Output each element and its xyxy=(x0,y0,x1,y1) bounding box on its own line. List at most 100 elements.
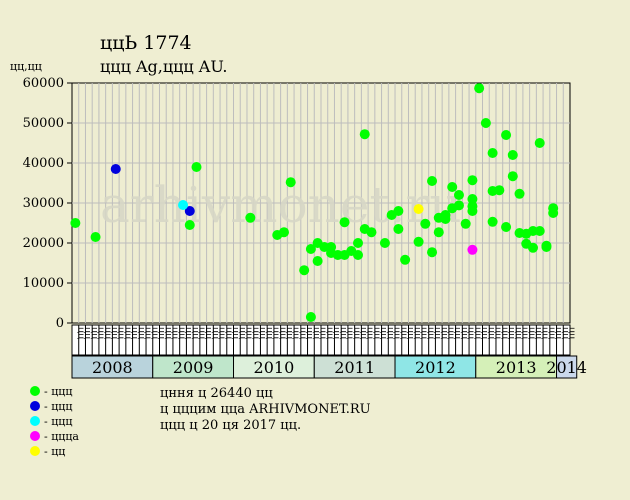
month-label: цц xyxy=(499,327,509,339)
month-label: цц xyxy=(109,327,119,339)
data-point xyxy=(487,148,498,158)
month-label: цц xyxy=(540,327,550,339)
data-point xyxy=(305,312,316,322)
data-point xyxy=(413,204,424,214)
data-point xyxy=(413,236,424,247)
month-label: цц xyxy=(102,327,112,339)
y-tick-label: 30000 xyxy=(23,196,64,211)
legend-item: - ццц xyxy=(28,414,79,429)
data-point xyxy=(339,217,350,228)
data-point xyxy=(420,218,431,229)
data-point xyxy=(474,83,485,94)
month-label: цц xyxy=(156,327,166,339)
month-label: цц xyxy=(129,327,139,339)
y-tick-label: 50000 xyxy=(23,116,64,131)
data-point xyxy=(285,177,296,188)
month-label: цц xyxy=(351,327,361,339)
month-label: цц xyxy=(392,327,402,339)
month-label: цц xyxy=(217,327,227,339)
data-point xyxy=(393,224,404,234)
month-label: цц xyxy=(264,327,274,339)
year-label: 2014 xyxy=(546,358,587,377)
month-label: цц xyxy=(143,327,153,339)
legend-item: - ццца xyxy=(28,429,79,444)
data-point xyxy=(548,208,559,218)
month-label: цц xyxy=(459,327,469,339)
data-point xyxy=(527,242,538,253)
data-point xyxy=(487,216,498,227)
month-label: цц xyxy=(472,327,482,339)
y-tick-label: 20000 xyxy=(23,236,64,251)
y-axis-label: цц,цц xyxy=(10,60,42,73)
month-label: цц xyxy=(432,327,442,339)
month-label: цц xyxy=(116,327,126,339)
month-label: цц xyxy=(244,327,254,339)
month-label: цц xyxy=(304,327,314,339)
notes: цння ц 26440 цц ц цццим цца ARHIVMONET.R… xyxy=(160,386,371,434)
month-label: цц xyxy=(75,327,85,339)
data-point xyxy=(90,232,101,242)
note-date: ццц ц 20 ця 2017 цц. xyxy=(160,418,302,433)
data-point xyxy=(379,238,390,248)
data-point xyxy=(178,200,189,210)
month-label: цц xyxy=(89,327,99,339)
legend-marker-icon xyxy=(30,446,40,456)
month-label: цц xyxy=(318,327,328,339)
chart-title: ццЬ 1774 xyxy=(100,32,192,54)
month-label: цц xyxy=(486,327,496,339)
month-label: цц xyxy=(163,327,173,339)
month-label: цц xyxy=(210,327,220,339)
month-label: цц xyxy=(365,327,375,339)
month-label: цц xyxy=(425,327,435,339)
month-label: цц xyxy=(324,327,334,339)
data-point xyxy=(494,185,505,196)
data-point xyxy=(467,244,478,255)
month-label: цц xyxy=(553,327,563,339)
data-point xyxy=(70,218,81,228)
data-point xyxy=(312,256,323,266)
data-point xyxy=(453,200,464,211)
note-source: ц цццим цца ARHIVMONET.RU xyxy=(160,402,371,417)
legend-marker-icon xyxy=(30,401,40,411)
data-point xyxy=(507,150,518,160)
month-label: цц xyxy=(338,327,348,339)
note-median-price: цння ц 26440 цц xyxy=(160,386,273,401)
legend-item: - ццц xyxy=(28,384,79,399)
data-point xyxy=(184,206,195,216)
y-tick-label: 10000 xyxy=(23,276,64,291)
legend-marker-icon xyxy=(30,416,40,426)
legend-item: - ццц xyxy=(28,399,79,414)
data-point xyxy=(507,171,518,182)
y-tick-label: 60000 xyxy=(23,76,64,91)
month-label: цц xyxy=(567,327,577,339)
month-label: цц xyxy=(439,327,449,339)
watermark: arhivmonet.ru xyxy=(100,176,462,234)
month-label: цц xyxy=(122,327,132,339)
month-label: цц xyxy=(452,327,462,339)
data-point xyxy=(393,206,404,216)
month-label: цц xyxy=(190,327,200,339)
month-label: цц xyxy=(284,327,294,339)
year-label: 2010 xyxy=(254,358,295,377)
month-label: цц xyxy=(398,327,408,339)
month-label: цц xyxy=(176,327,186,339)
data-point xyxy=(433,227,444,238)
month-label: цц xyxy=(230,327,240,339)
year-label: 2009 xyxy=(173,358,214,377)
month-label: цц xyxy=(136,327,146,339)
month-label: цц xyxy=(520,327,530,339)
year-label: 2011 xyxy=(334,358,375,377)
data-point xyxy=(305,244,316,254)
month-label: цц xyxy=(479,327,489,339)
month-label: цц xyxy=(493,327,503,339)
month-label: цц xyxy=(183,327,193,339)
data-point xyxy=(366,227,377,238)
month-label: цц xyxy=(331,327,341,339)
data-point xyxy=(453,190,464,200)
data-point xyxy=(460,218,471,229)
month-label: цц xyxy=(96,327,106,339)
year-label: 2012 xyxy=(415,358,456,377)
month-label: цц xyxy=(223,327,233,339)
data-point xyxy=(501,130,512,140)
